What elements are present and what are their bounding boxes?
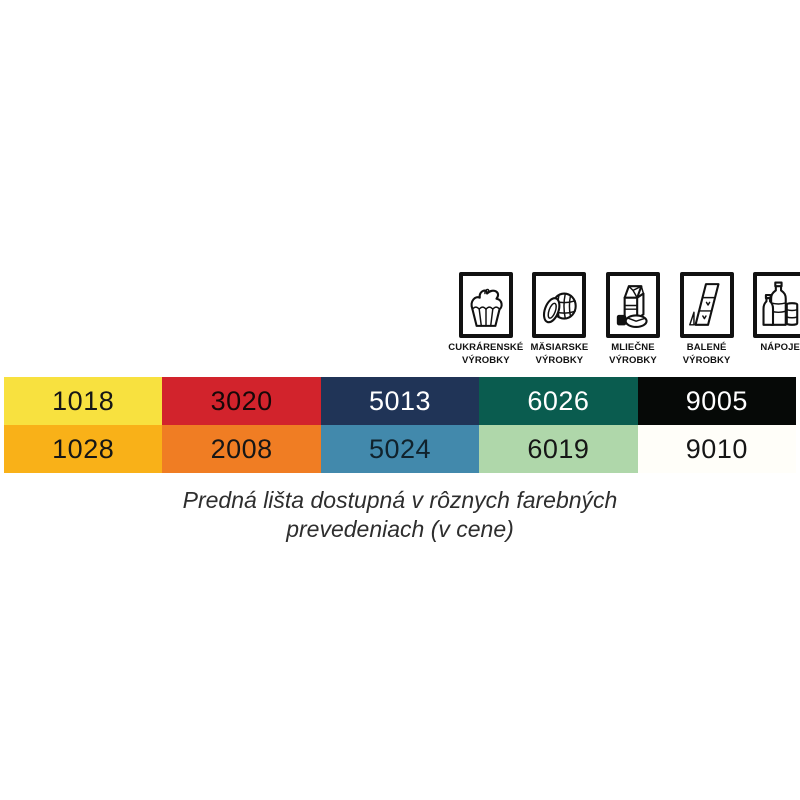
color-swatch-2008: 2008 (162, 425, 321, 473)
color-swatch-5013: 5013 (320, 377, 480, 425)
category-label: MÄSIARSKE VÝROBKY (530, 342, 589, 366)
sliced-package-icon (679, 272, 734, 338)
category-label: MLIEČNE VÝROBKY (609, 342, 657, 366)
category-icons-row: CUKRÁRENSKÉ VÝROBKY MÄSIARSKE VÝROBKY (448, 272, 800, 367)
category-label: CUKRÁRENSKÉ VÝROBKY (448, 342, 524, 366)
cupcake-icon (458, 272, 513, 338)
color-swatch-9010: 9010 (637, 425, 797, 473)
color-swatch-9005: 9005 (637, 377, 797, 425)
category-napoje: NÁPOJE (743, 272, 800, 367)
category-mliecne-vyrobky: MLIEČNE VÝROBKY (596, 272, 670, 367)
color-swatch-6019: 6019 (479, 425, 638, 473)
caption-line-1: Predná lišta dostupná v rôznych farebnýc… (182, 487, 618, 513)
category-label: NÁPOJE (760, 342, 800, 353)
color-strip-row-1: 1018 3020 5013 6026 9005 (4, 377, 797, 425)
meat-icon (532, 272, 587, 338)
category-masiarske-vyrobky: MÄSIARSKE VÝROBKY (523, 272, 597, 367)
caption-line-2: prevedeniach (v cene) (286, 516, 514, 542)
color-swatch-5024: 5024 (320, 425, 480, 473)
category-balene-vyrobky: BALENÉ VÝROBKY (670, 272, 744, 367)
color-strip: 1018 3020 5013 6026 9005 1028 2008 5024 … (4, 377, 797, 473)
milk-carton-icon (605, 272, 660, 338)
color-swatch-1018: 1018 (4, 377, 163, 425)
bottles-icon (753, 272, 800, 338)
figure-caption: Predná lišta dostupná v rôznych farebnýc… (0, 486, 800, 544)
color-swatch-6026: 6026 (479, 377, 638, 425)
category-cukrarenske-vyrobky: CUKRÁRENSKÉ VÝROBKY (448, 272, 524, 367)
color-strip-row-2: 1028 2008 5024 6019 9010 (4, 425, 797, 473)
color-swatch-3020: 3020 (162, 377, 321, 425)
color-swatch-1028: 1028 (4, 425, 163, 473)
category-label: BALENÉ VÝROBKY (682, 342, 731, 366)
